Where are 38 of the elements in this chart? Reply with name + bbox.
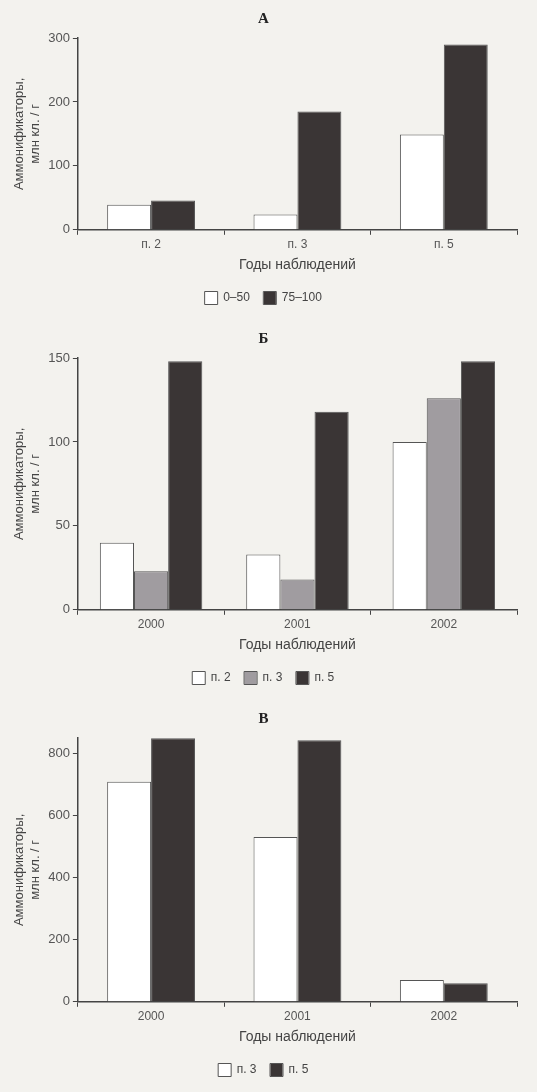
y-tick-label: 50 <box>55 517 70 533</box>
y-axis-title: Аммонификаторы, млн кл. / г <box>11 77 42 191</box>
legend-label: 75–100 <box>281 290 323 305</box>
y-tick-label: 300 <box>48 29 70 45</box>
chart-title: В <box>258 709 269 726</box>
legend-label: п. 2 <box>210 670 231 685</box>
legend-label: п. 5 <box>288 1062 309 1077</box>
x-axis-title: Годы наблюдений <box>239 636 356 653</box>
x-axis-title: Годы наблюдений <box>239 256 356 273</box>
y-tick-label: 150 <box>48 349 70 365</box>
x-tick-label: 2001 <box>284 617 312 632</box>
y-axis-title: Аммонификаторы, млн кл. / г <box>11 813 42 927</box>
y-tick-label: 400 <box>48 869 70 885</box>
x-tick-label: 2000 <box>137 1009 165 1024</box>
y-tick-label: 600 <box>48 807 70 823</box>
x-axis-title: Годы наблюдений <box>239 1028 356 1045</box>
y-tick-label: 200 <box>48 931 70 947</box>
x-tick-label: 2000 <box>137 617 165 632</box>
y-axis-title: Аммонификаторы, млн кл. / г <box>11 427 42 541</box>
chart-title: А <box>258 9 270 26</box>
legend-label: 0–50 <box>223 290 251 305</box>
chart-title: Б <box>258 329 269 346</box>
x-tick-label: п. 2 <box>141 237 162 252</box>
y-tick-label: 800 <box>48 745 70 761</box>
legend-label: п. 5 <box>314 670 335 685</box>
y-tick-label: 0 <box>62 221 70 237</box>
y-tick-label: 100 <box>48 433 70 449</box>
legend-label: п. 3 <box>262 670 283 685</box>
x-tick-label: 2001 <box>284 1009 312 1024</box>
legend-label: п. 3 <box>236 1062 257 1077</box>
y-tick-label: 0 <box>62 601 70 617</box>
y-tick-label: 200 <box>48 93 70 109</box>
x-tick-label: 2002 <box>430 617 458 632</box>
x-tick-label: 2002 <box>430 1009 458 1024</box>
x-tick-label: п. 3 <box>287 237 308 252</box>
x-tick-label: п. 5 <box>433 237 455 252</box>
y-tick-label: 0 <box>62 993 70 1009</box>
y-tick-label: 100 <box>48 157 70 173</box>
